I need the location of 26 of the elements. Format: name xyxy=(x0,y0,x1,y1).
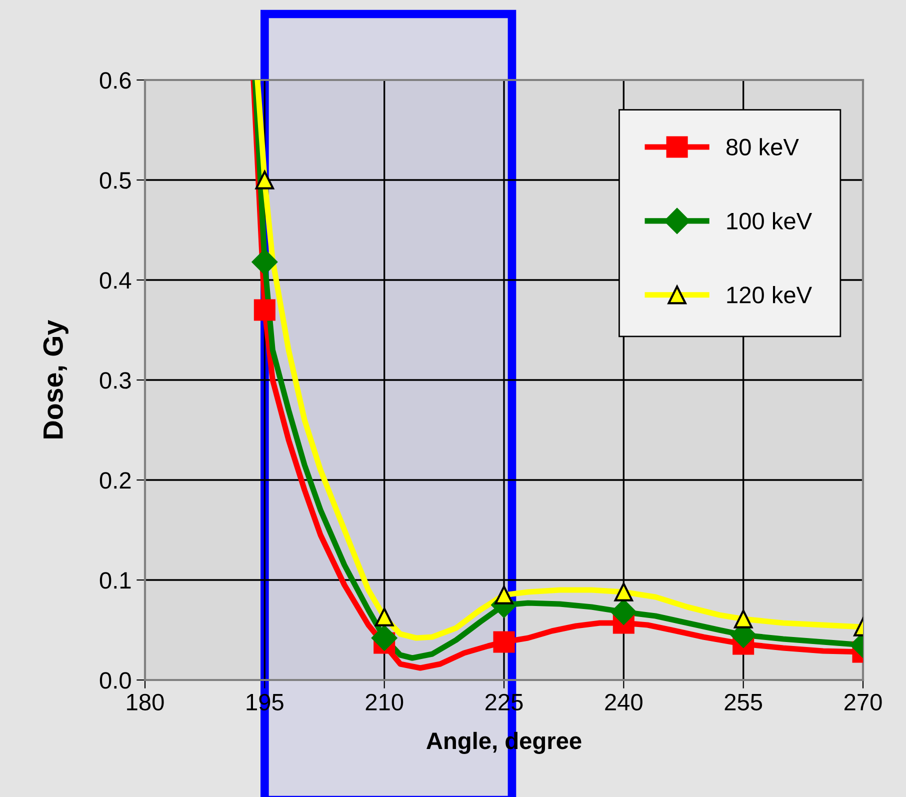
point xyxy=(493,631,515,653)
legend-label: 80 keV xyxy=(726,138,799,156)
point xyxy=(374,608,394,626)
point xyxy=(610,599,636,625)
y-tick-label: 0.6 xyxy=(100,72,131,89)
y-tick-label: 0.2 xyxy=(100,472,131,489)
y-tick-label: 0.0 xyxy=(100,672,131,689)
point xyxy=(494,586,514,604)
legend-label: 100 keV xyxy=(727,212,812,230)
x-tick-label: 210 xyxy=(366,694,404,711)
legend-label: 120 keV xyxy=(727,286,812,304)
y-tick-label: 0.3 xyxy=(100,372,131,389)
point xyxy=(254,299,276,321)
y-axis-title: Dose, Gy xyxy=(43,320,68,438)
x-tick-label: 270 xyxy=(844,694,882,711)
x-tick-label: 255 xyxy=(724,694,762,711)
y-tick-label: 0.1 xyxy=(100,572,131,589)
x-tick-label: 240 xyxy=(605,694,642,711)
point xyxy=(734,610,753,628)
point xyxy=(372,625,398,651)
point xyxy=(252,249,278,275)
y-tick-label: 0.4 xyxy=(100,272,132,289)
point xyxy=(255,170,274,190)
point xyxy=(614,582,634,602)
x-tick-label: 180 xyxy=(127,694,164,711)
y-tick-label: 0.5 xyxy=(100,172,131,189)
